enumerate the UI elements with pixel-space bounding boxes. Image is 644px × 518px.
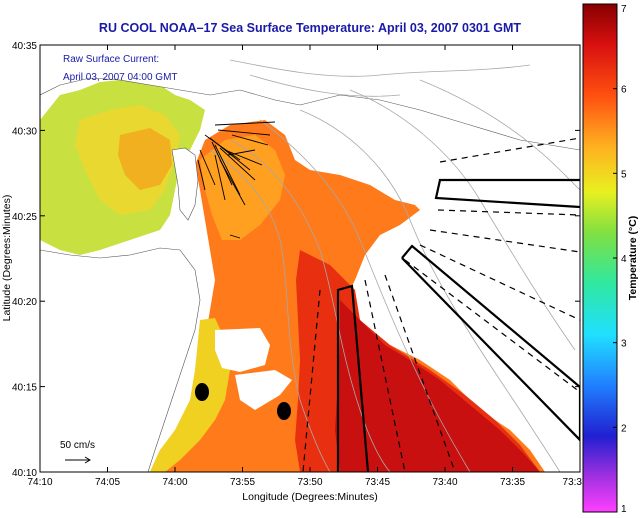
x-tick-label: 74:05 (95, 477, 120, 488)
x-tick-label: 73:35 (500, 477, 525, 488)
x-tick-label: 74:00 (162, 477, 187, 488)
land-peninsula (171, 147, 199, 221)
colorbar-tick-label: 5 (621, 169, 627, 180)
surface-current-vectors (197, 121, 276, 239)
colorbar-tick-label: 1 (621, 504, 627, 515)
y-tick-label: 40:15 (12, 383, 37, 394)
scale-label: 50 cm/s (60, 440, 95, 451)
x-tick-label: 73:55 (230, 477, 255, 488)
y-tick-label: 40:25 (12, 212, 37, 223)
x-axis-ticks: 74:10 74:05 74:00 73:55 73:50 73:45 73:40 73:35… (27, 45, 582, 488)
sst-nearshore-yellow (150, 318, 230, 472)
y-axis-ticks: 40:35 40:30 40:25 40:20 40:15 40:10 (12, 41, 580, 479)
nodata-hole-2 (235, 370, 292, 410)
colorbar-ticks: 7 6 5 4 3 2 1 (613, 3, 627, 515)
nodata-hole-1 (215, 328, 270, 372)
x-tick-label: 73:40 (432, 477, 457, 488)
x-tick-label: 73:45 (365, 477, 390, 488)
zone-polygons (336, 178, 580, 472)
y-tick-label: 40:35 (12, 41, 37, 52)
colorbar-tick-label: 3 (621, 339, 627, 350)
buoy-marker (277, 402, 291, 420)
colorbar-label: Temperature (°C) (627, 216, 639, 301)
y-tick-label: 40:30 (12, 126, 37, 137)
scale-arrowhead (84, 456, 91, 464)
land-mainland (40, 247, 201, 472)
legend-line2: April 03, 2007 04:00 GMT (63, 72, 178, 83)
colorbar-tick-label: 2 (621, 423, 627, 434)
sst-bay-orange (118, 128, 172, 190)
colorbar (582, 3, 618, 513)
y-tick-label: 40:10 (12, 468, 37, 479)
x-axis-label: Longitude (Degrees:Minutes) (242, 491, 377, 503)
x-tick-label: 73:3 (563, 477, 583, 488)
x-tick-label: 73:50 (297, 477, 322, 488)
y-axis-label: Latitude (Degrees:Minutes) (1, 195, 13, 322)
page-title: RU COOL NOAA–17 Sea Surface Temperature:… (98, 21, 522, 35)
buoy-marker (195, 383, 209, 401)
dashed-transects (302, 137, 580, 472)
colorbar-tick-label: 6 (621, 85, 627, 96)
sst-ocean-darkred (335, 300, 540, 472)
legend-line1: Raw Surface Current: (63, 54, 159, 65)
x-tick-label: 74:10 (27, 477, 52, 488)
land-east (370, 190, 580, 472)
colorbar-tick-label: 7 (621, 4, 627, 15)
y-tick-label: 40:20 (12, 297, 37, 308)
colorbar-tick-label: 4 (621, 254, 627, 265)
